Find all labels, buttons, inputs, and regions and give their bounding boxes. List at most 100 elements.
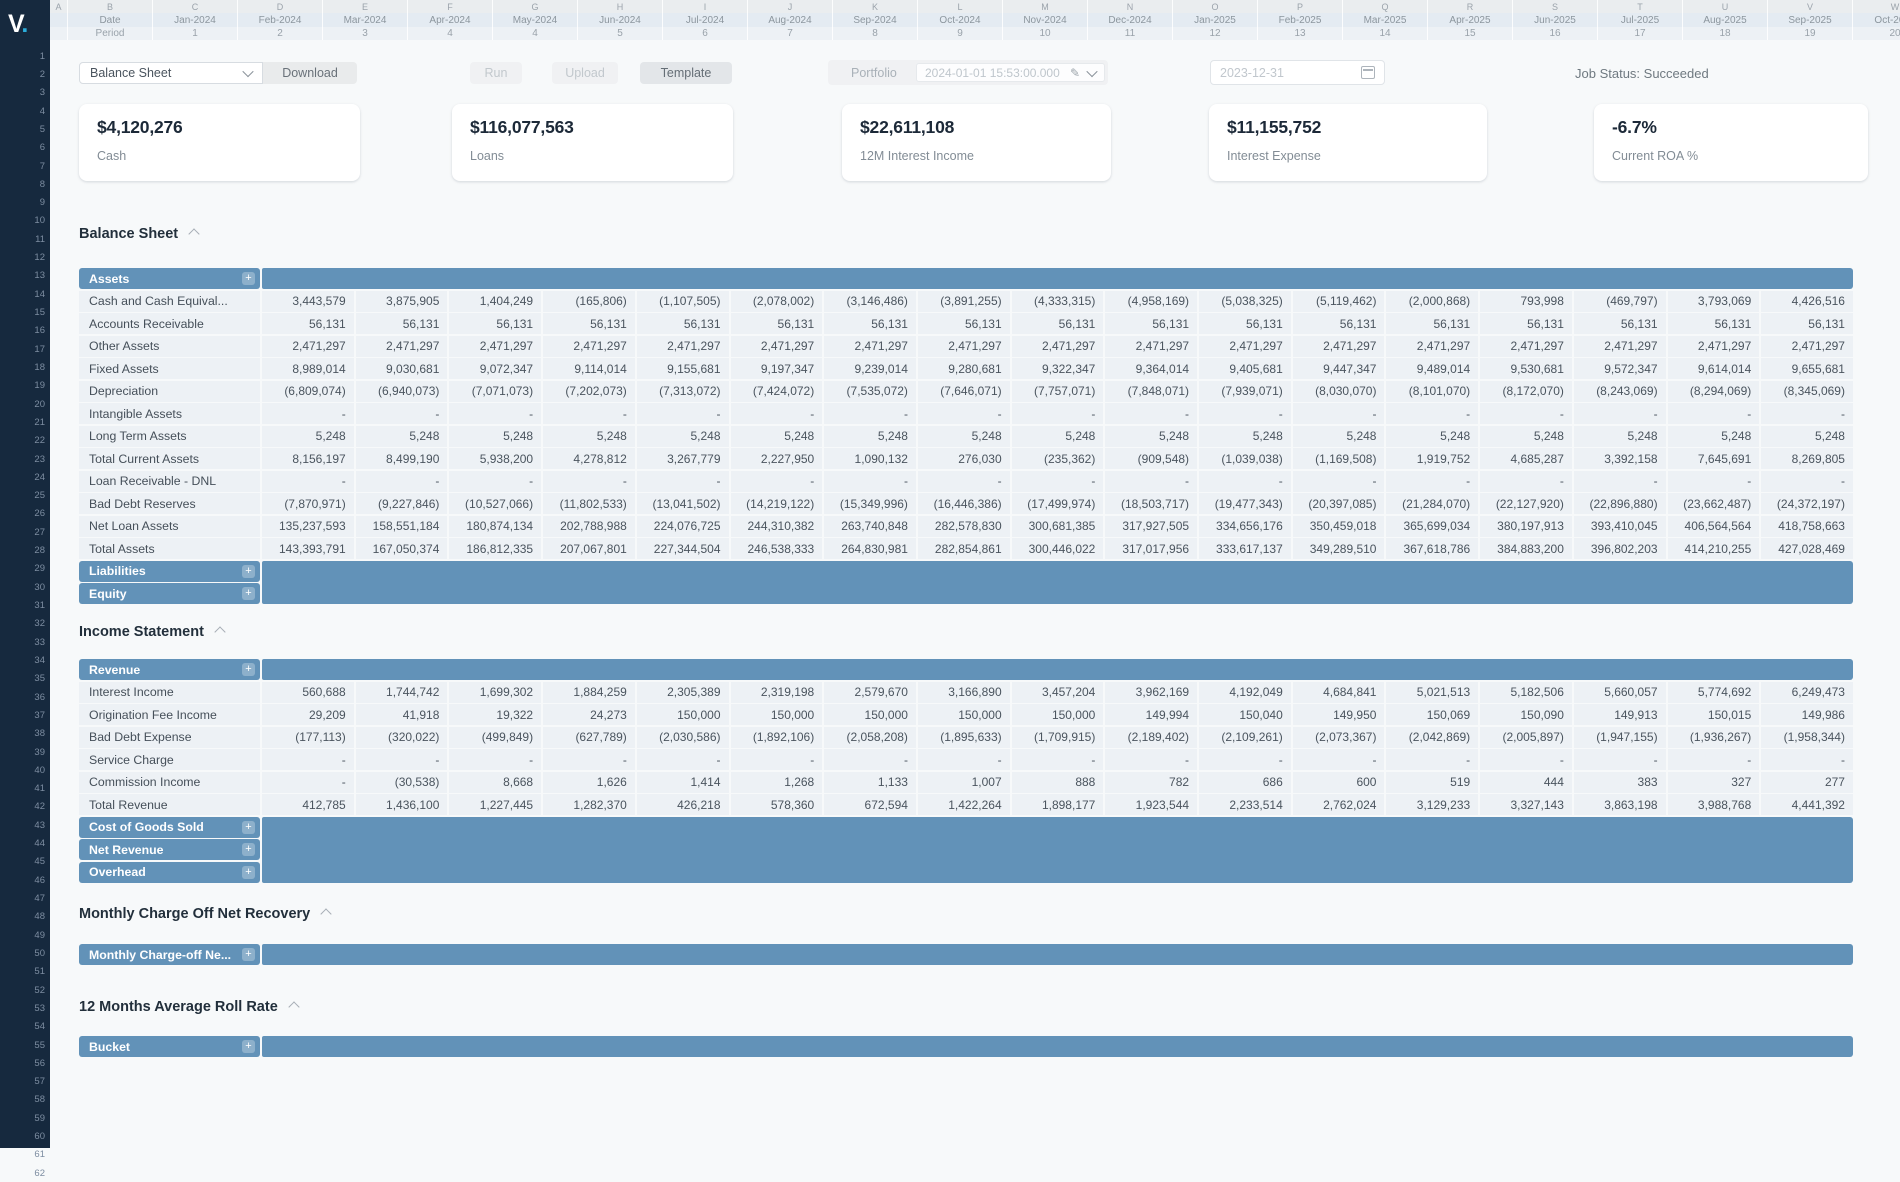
data-cell[interactable]: 56,131 — [1386, 313, 1479, 334]
data-cell[interactable]: - — [1292, 403, 1385, 424]
column-letter[interactable]: T — [1598, 0, 1683, 13]
data-cell[interactable]: (22,127,920) — [1480, 493, 1572, 514]
data-cell[interactable]: 135,237,593 — [262, 515, 354, 537]
data-cell[interactable]: (1,169,508) — [1292, 448, 1385, 469]
data-cell[interactable]: 4,684,841 — [1292, 681, 1385, 703]
date-header-cell[interactable]: Dec-2024 — [1088, 13, 1173, 27]
data-cell[interactable]: 4,192,049 — [1199, 681, 1291, 703]
data-cell[interactable]: 9,322,347 — [1011, 358, 1104, 379]
data-cell[interactable]: 396,802,203 — [1573, 538, 1666, 559]
data-cell[interactable]: 150,015 — [1667, 704, 1760, 725]
data-cell[interactable]: 2,471,297 — [262, 335, 354, 357]
data-cell[interactable]: 9,239,014 — [824, 358, 916, 379]
data-cell[interactable]: - — [824, 749, 916, 770]
data-cell[interactable]: - — [1199, 749, 1291, 770]
data-cell[interactable]: 2,319,198 — [730, 681, 823, 703]
data-cell[interactable]: 2,762,024 — [1292, 794, 1385, 815]
period-header-cell[interactable]: 2 — [238, 27, 323, 40]
data-cell[interactable]: 9,155,681 — [636, 358, 729, 379]
row-number[interactable]: 35 — [34, 673, 45, 685]
column-letter[interactable]: S — [1513, 0, 1598, 13]
data-cell[interactable]: (7,535,072) — [824, 380, 916, 402]
data-cell[interactable]: 2,471,297 — [355, 335, 448, 357]
data-cell[interactable]: 56,131 — [1011, 313, 1104, 334]
period-header-cell[interactable]: 6 — [663, 27, 748, 40]
data-cell[interactable]: (7,424,072) — [730, 380, 823, 402]
data-cell[interactable]: 9,280,681 — [917, 358, 1010, 379]
data-cell[interactable]: 180,874,134 — [449, 515, 542, 537]
data-cell[interactable]: - — [1573, 470, 1666, 492]
row-number[interactable]: 41 — [34, 783, 45, 795]
group-header[interactable]: Overhead + — [79, 861, 260, 883]
data-cell[interactable]: - — [1761, 403, 1853, 424]
data-cell[interactable]: - — [917, 470, 1010, 492]
add-row-plus-button[interactable]: + — [242, 843, 255, 856]
data-cell[interactable]: 519 — [1386, 771, 1479, 793]
data-cell[interactable]: 56,131 — [1761, 313, 1853, 334]
data-cell[interactable]: 277 — [1761, 771, 1853, 793]
add-row-plus-button[interactable]: + — [242, 865, 255, 879]
row-number[interactable]: 27 — [34, 526, 45, 538]
data-cell[interactable]: 150,000 — [730, 704, 823, 725]
upload-button[interactable]: Upload — [552, 62, 618, 84]
row-number[interactable]: 38 — [34, 728, 45, 740]
data-cell[interactable]: (627,789) — [543, 726, 635, 748]
data-cell[interactable]: - — [1667, 403, 1760, 424]
edit-pencil-icon[interactable]: ✎ — [1069, 65, 1080, 80]
row-number[interactable]: 34 — [34, 654, 45, 666]
data-cell[interactable]: 4,441,392 — [1761, 794, 1853, 815]
data-cell[interactable]: 9,114,014 — [543, 358, 635, 379]
column-letter[interactable]: L — [918, 0, 1003, 13]
group-header[interactable]: Monthly Charge-off Ne... + — [79, 944, 260, 965]
data-cell[interactable]: 350,459,018 — [1292, 515, 1385, 537]
data-cell[interactable]: 282,854,861 — [917, 538, 1010, 559]
row-number[interactable]: 51 — [34, 966, 45, 978]
row-number[interactable]: 53 — [34, 1002, 45, 1014]
data-cell[interactable]: 2,471,297 — [1199, 335, 1291, 357]
row-number[interactable]: 12 — [34, 252, 45, 264]
data-cell[interactable]: (23,662,487) — [1667, 493, 1760, 514]
data-cell[interactable]: 149,913 — [1573, 704, 1666, 725]
data-cell[interactable]: - — [1573, 749, 1666, 770]
date-header-cell[interactable]: Jun-2024 — [578, 13, 663, 27]
row-number[interactable]: 10 — [34, 215, 45, 227]
data-cell[interactable]: - — [917, 749, 1010, 770]
data-cell[interactable]: (5,038,325) — [1199, 290, 1291, 312]
data-cell[interactable]: 2,471,297 — [1573, 335, 1666, 357]
column-letter[interactable]: D — [238, 0, 323, 13]
data-cell[interactable]: 349,289,510 — [1292, 538, 1385, 559]
add-row-plus-button[interactable]: + — [242, 663, 255, 676]
row-number[interactable]: 23 — [34, 453, 45, 465]
date-header-cell[interactable]: Date — [68, 13, 153, 27]
data-cell[interactable]: (7,202,073) — [543, 380, 635, 402]
data-cell[interactable]: (2,073,367) — [1292, 726, 1385, 748]
data-cell[interactable]: 158,551,184 — [355, 515, 448, 537]
data-cell[interactable]: 414,210,255 — [1667, 538, 1760, 559]
row-number[interactable]: 37 — [34, 709, 45, 721]
data-cell[interactable]: (15,349,996) — [824, 493, 916, 514]
data-cell[interactable]: 143,393,791 — [262, 538, 354, 559]
column-letter[interactable]: U — [1683, 0, 1768, 13]
row-label[interactable]: Fixed Assets — [79, 358, 260, 379]
group-header[interactable]: Net Revenue + — [79, 839, 260, 860]
date-header-cell[interactable]: Jul-2025 — [1598, 13, 1683, 27]
data-cell[interactable]: - — [1011, 470, 1104, 492]
data-cell[interactable]: (3,891,255) — [917, 290, 1010, 312]
row-number[interactable]: 36 — [34, 691, 45, 703]
data-cell[interactable]: 56,131 — [730, 313, 823, 334]
data-cell[interactable]: (24,372,197) — [1761, 493, 1853, 514]
date-header-cell[interactable]: Sep-2024 — [833, 13, 918, 27]
row-label[interactable]: Interest Income — [79, 681, 260, 703]
data-cell[interactable]: 4,278,812 — [543, 448, 635, 469]
sheet-select[interactable]: Balance Sheet — [79, 62, 263, 84]
date-header-cell[interactable]: Mar-2025 — [1343, 13, 1428, 27]
column-letter[interactable]: W — [1853, 0, 1900, 13]
column-letter[interactable]: C — [153, 0, 238, 13]
data-cell[interactable]: 333,617,137 — [1199, 538, 1291, 559]
data-cell[interactable]: 317,927,505 — [1105, 515, 1198, 537]
data-cell[interactable]: 56,131 — [636, 313, 729, 334]
data-cell[interactable]: - — [1667, 470, 1760, 492]
data-cell[interactable]: 9,364,014 — [1105, 358, 1198, 379]
data-cell[interactable]: - — [1573, 403, 1666, 424]
data-cell[interactable]: (7,870,971) — [262, 493, 354, 514]
